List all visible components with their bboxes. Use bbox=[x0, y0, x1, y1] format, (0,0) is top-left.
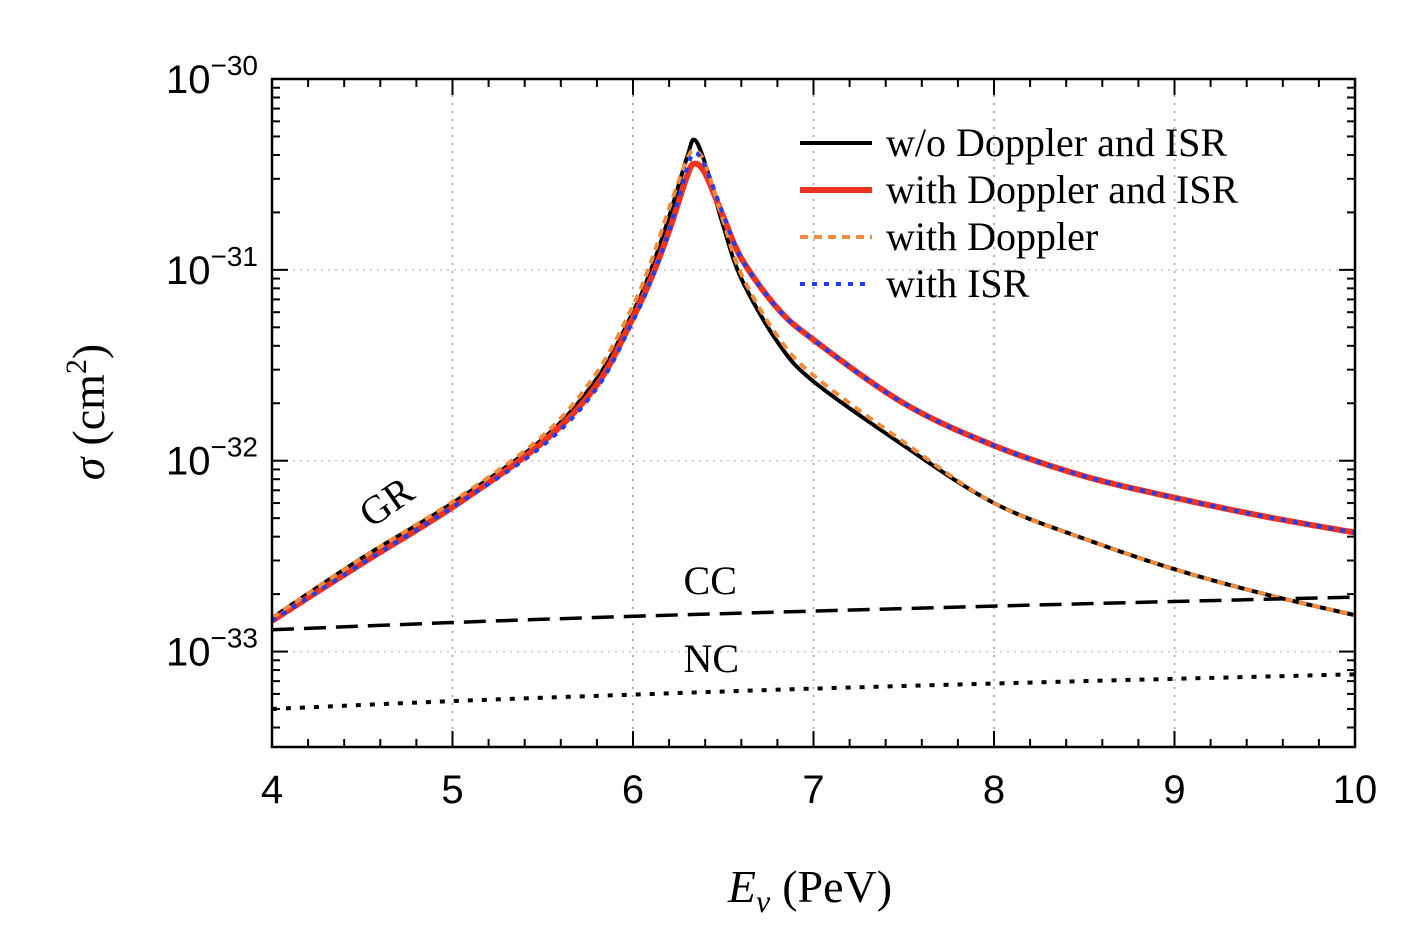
legend-label: with Doppler and ISR bbox=[886, 167, 1239, 212]
x-tick-label: 7 bbox=[802, 768, 824, 812]
series-layer bbox=[270, 137, 1356, 711]
y-tick-label: 10−30 bbox=[166, 50, 258, 102]
y-tick-label-exp: −33 bbox=[211, 623, 259, 654]
y-tick-label-base: 10 bbox=[166, 249, 211, 293]
x-axis-title-main: E bbox=[727, 861, 756, 912]
legend-label: with ISR bbox=[886, 261, 1030, 306]
y-tick-label: 10−32 bbox=[166, 432, 258, 484]
x-tick-label: 6 bbox=[622, 768, 644, 812]
y-tick-label-exp: −30 bbox=[211, 50, 259, 81]
x-tick-label: 9 bbox=[1163, 768, 1185, 812]
legend-label: w/o Doppler and ISR bbox=[886, 120, 1227, 165]
y-axis-title-unit-close: ) bbox=[63, 344, 114, 359]
y-tick-label: 10−33 bbox=[166, 623, 258, 675]
legend-label: with Doppler bbox=[886, 214, 1098, 259]
x-tick-labels: 4 5 6 7 8 9 10 bbox=[261, 768, 1377, 812]
y-axis-title-unit-sup: 2 bbox=[60, 359, 93, 374]
x-axis-title-unit: (PeV) bbox=[782, 861, 892, 912]
x-tick-label: 4 bbox=[261, 768, 283, 812]
y-tick-label: 10−31 bbox=[166, 241, 258, 293]
annotation-nc: NC bbox=[684, 636, 740, 681]
y-tick-label-base: 10 bbox=[166, 440, 211, 484]
y-tick-label-base: 10 bbox=[166, 58, 211, 102]
x-tick-label: 8 bbox=[983, 768, 1005, 812]
y-tick-label-base: 10 bbox=[166, 631, 211, 675]
x-axis-title: Eν (PeV) bbox=[727, 861, 892, 919]
x-tick-label: 5 bbox=[441, 768, 463, 812]
x-tick-label: 10 bbox=[1333, 768, 1378, 812]
x-axis-title-sub: ν bbox=[756, 883, 771, 919]
y-axis-title: σ (cm2) bbox=[60, 344, 114, 481]
plot-frame bbox=[270, 77, 1357, 749]
annotation-gr: GR bbox=[351, 467, 423, 536]
y-tick-label-exp: −31 bbox=[211, 241, 259, 272]
series-line-5 bbox=[271, 595, 1356, 632]
series-line-2 bbox=[270, 160, 1356, 624]
y-axis-title-main: σ bbox=[63, 455, 114, 480]
series-line-4 bbox=[270, 150, 1356, 623]
annotations: GR CC NC bbox=[351, 467, 739, 681]
annotation-cc: CC bbox=[684, 558, 737, 603]
y-axis-title-unit-open: (cm bbox=[63, 374, 114, 446]
y-tick-label-exp: −32 bbox=[211, 432, 259, 463]
